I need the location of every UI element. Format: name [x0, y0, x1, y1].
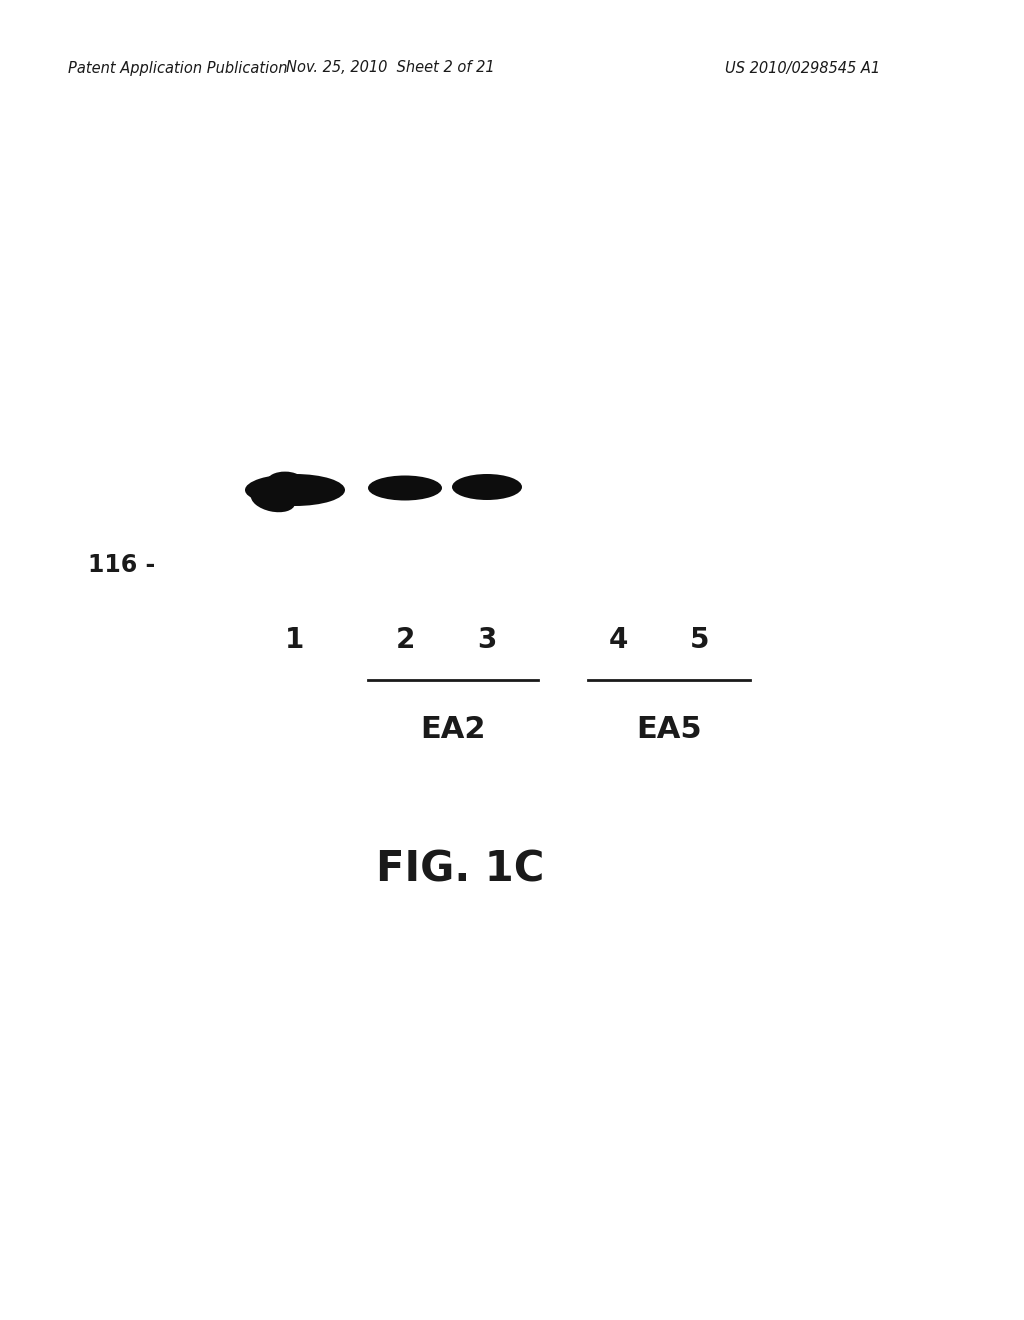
Text: 1: 1 [286, 626, 304, 653]
Text: 5: 5 [690, 626, 710, 653]
Text: US 2010/0298545 A1: US 2010/0298545 A1 [725, 61, 880, 75]
Text: Patent Application Publication: Patent Application Publication [68, 61, 288, 75]
Text: 4: 4 [608, 626, 628, 653]
Text: FIG. 1C: FIG. 1C [376, 849, 544, 891]
Ellipse shape [245, 474, 345, 506]
Text: EA5: EA5 [636, 715, 701, 744]
Text: 2: 2 [395, 626, 415, 653]
Text: 116 -: 116 - [88, 553, 155, 577]
Ellipse shape [368, 475, 442, 500]
Text: EA2: EA2 [420, 715, 485, 744]
Ellipse shape [251, 487, 295, 512]
Text: Nov. 25, 2010  Sheet 2 of 21: Nov. 25, 2010 Sheet 2 of 21 [286, 61, 495, 75]
Text: 3: 3 [477, 626, 497, 653]
Ellipse shape [267, 471, 302, 490]
Ellipse shape [452, 474, 522, 500]
